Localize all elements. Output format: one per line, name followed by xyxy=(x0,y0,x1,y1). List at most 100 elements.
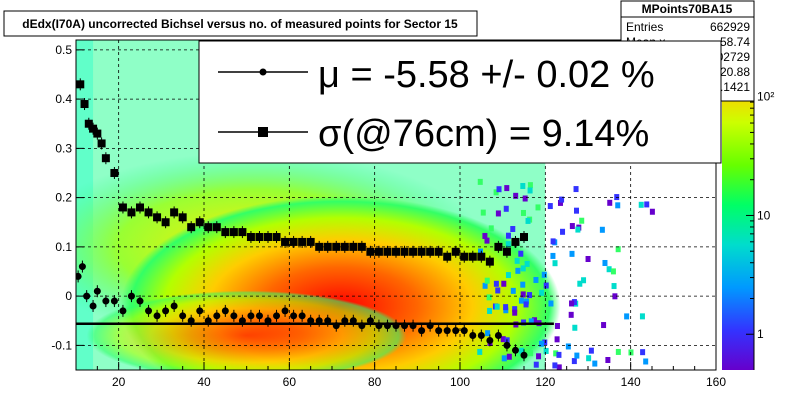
mu-point xyxy=(127,292,135,300)
mu-point xyxy=(102,297,110,305)
sigma-point xyxy=(118,203,127,212)
heat-cell xyxy=(601,322,607,329)
mu-point xyxy=(511,346,519,354)
heat-cell xyxy=(480,209,486,216)
heat-cell xyxy=(569,223,575,230)
mu-point xyxy=(255,312,263,320)
sigma-point xyxy=(477,252,486,261)
heat-cell xyxy=(516,350,522,357)
heat-cell xyxy=(602,259,608,266)
heat-cell xyxy=(612,293,618,300)
heat-cell xyxy=(615,202,621,209)
heat-cell xyxy=(488,225,494,232)
sigma-point xyxy=(212,223,221,232)
palette-tick-label: 10² xyxy=(757,90,774,104)
heat-cell xyxy=(510,287,516,294)
heat-cell xyxy=(482,232,488,239)
heat-cell xyxy=(569,250,575,257)
mu-point xyxy=(145,307,153,315)
heat-cell xyxy=(532,317,538,324)
sigma-point xyxy=(255,233,264,242)
sigma-point xyxy=(101,154,110,163)
heat-cell xyxy=(520,281,526,288)
heat-cell xyxy=(542,339,548,346)
sigma-point xyxy=(221,228,230,237)
mu-point xyxy=(486,336,494,344)
heat-cell xyxy=(624,313,630,320)
heat-cell xyxy=(585,255,591,262)
sigma-point xyxy=(468,252,477,261)
mu-point xyxy=(452,327,460,335)
heat-cell xyxy=(548,300,554,307)
sigma-point xyxy=(144,208,153,217)
heat-cell xyxy=(643,358,649,365)
mu-point xyxy=(477,332,485,340)
heat-cell xyxy=(486,294,492,301)
sigma-point xyxy=(161,218,170,227)
heat-cell xyxy=(501,280,507,287)
heat-cell xyxy=(611,283,617,290)
sigma-point xyxy=(89,124,98,133)
heat-cell xyxy=(535,204,541,211)
heat-cell xyxy=(644,201,650,208)
heat-cell xyxy=(522,195,528,202)
heat-cell xyxy=(520,265,526,272)
heat-cell xyxy=(512,306,518,313)
y-tick-label: 0.2 xyxy=(55,191,72,205)
mu-point xyxy=(281,307,289,315)
heat-cell xyxy=(572,324,578,331)
heat-cell xyxy=(577,280,583,287)
legend-mu-text: μ = -5.58 +/- 0.02 % xyxy=(318,54,655,96)
mu-point xyxy=(520,351,528,359)
y-tick-label: 0.3 xyxy=(55,141,72,155)
stats-label: Entries xyxy=(626,20,663,34)
sigma-point xyxy=(298,237,307,246)
heat-cell xyxy=(520,209,526,216)
heat-cell xyxy=(496,186,502,193)
sigma-point xyxy=(409,247,418,256)
sigma-point xyxy=(238,228,247,237)
x-tick-label: 140 xyxy=(621,375,641,389)
heat-cell xyxy=(554,322,560,329)
heat-cell xyxy=(503,304,509,311)
sigma-point xyxy=(153,213,162,222)
mu-point xyxy=(494,332,502,340)
heat-cell xyxy=(514,257,520,264)
mu-point xyxy=(460,327,468,335)
sigma-point xyxy=(332,242,341,251)
mu-point xyxy=(196,307,204,315)
heat-cell xyxy=(575,226,581,233)
heat-cell xyxy=(639,313,645,320)
mu-point xyxy=(136,297,144,305)
mu-point xyxy=(213,312,221,320)
sigma-point xyxy=(494,242,503,251)
legend-mu-marker xyxy=(259,68,267,76)
sigma-point xyxy=(195,218,204,227)
sigma-point xyxy=(84,119,93,128)
heat-cell xyxy=(487,307,493,314)
heat-cell xyxy=(520,183,526,190)
heat-cell xyxy=(586,355,592,362)
x-tick-label: 20 xyxy=(112,375,126,389)
heat-cell xyxy=(504,185,510,192)
sigma-point xyxy=(426,247,435,256)
x-tick-label: 40 xyxy=(197,375,211,389)
sigma-point xyxy=(315,242,324,251)
x-tick-label: 80 xyxy=(368,375,382,389)
sigma-point xyxy=(178,213,187,222)
heat-cell xyxy=(533,276,539,283)
sigma-point xyxy=(281,237,290,246)
heat-cell xyxy=(543,347,549,354)
sigma-point xyxy=(127,208,136,217)
mu-point xyxy=(230,312,238,320)
heat-cell xyxy=(518,250,524,257)
heat-cell xyxy=(538,340,544,347)
heat-cell xyxy=(615,246,621,253)
heat-cell xyxy=(581,277,587,284)
heat-cell xyxy=(527,187,533,194)
stats-name: MPoints70BA15 xyxy=(642,2,733,16)
y-tick-label: 0.4 xyxy=(55,92,72,106)
heat-cell xyxy=(553,350,559,357)
